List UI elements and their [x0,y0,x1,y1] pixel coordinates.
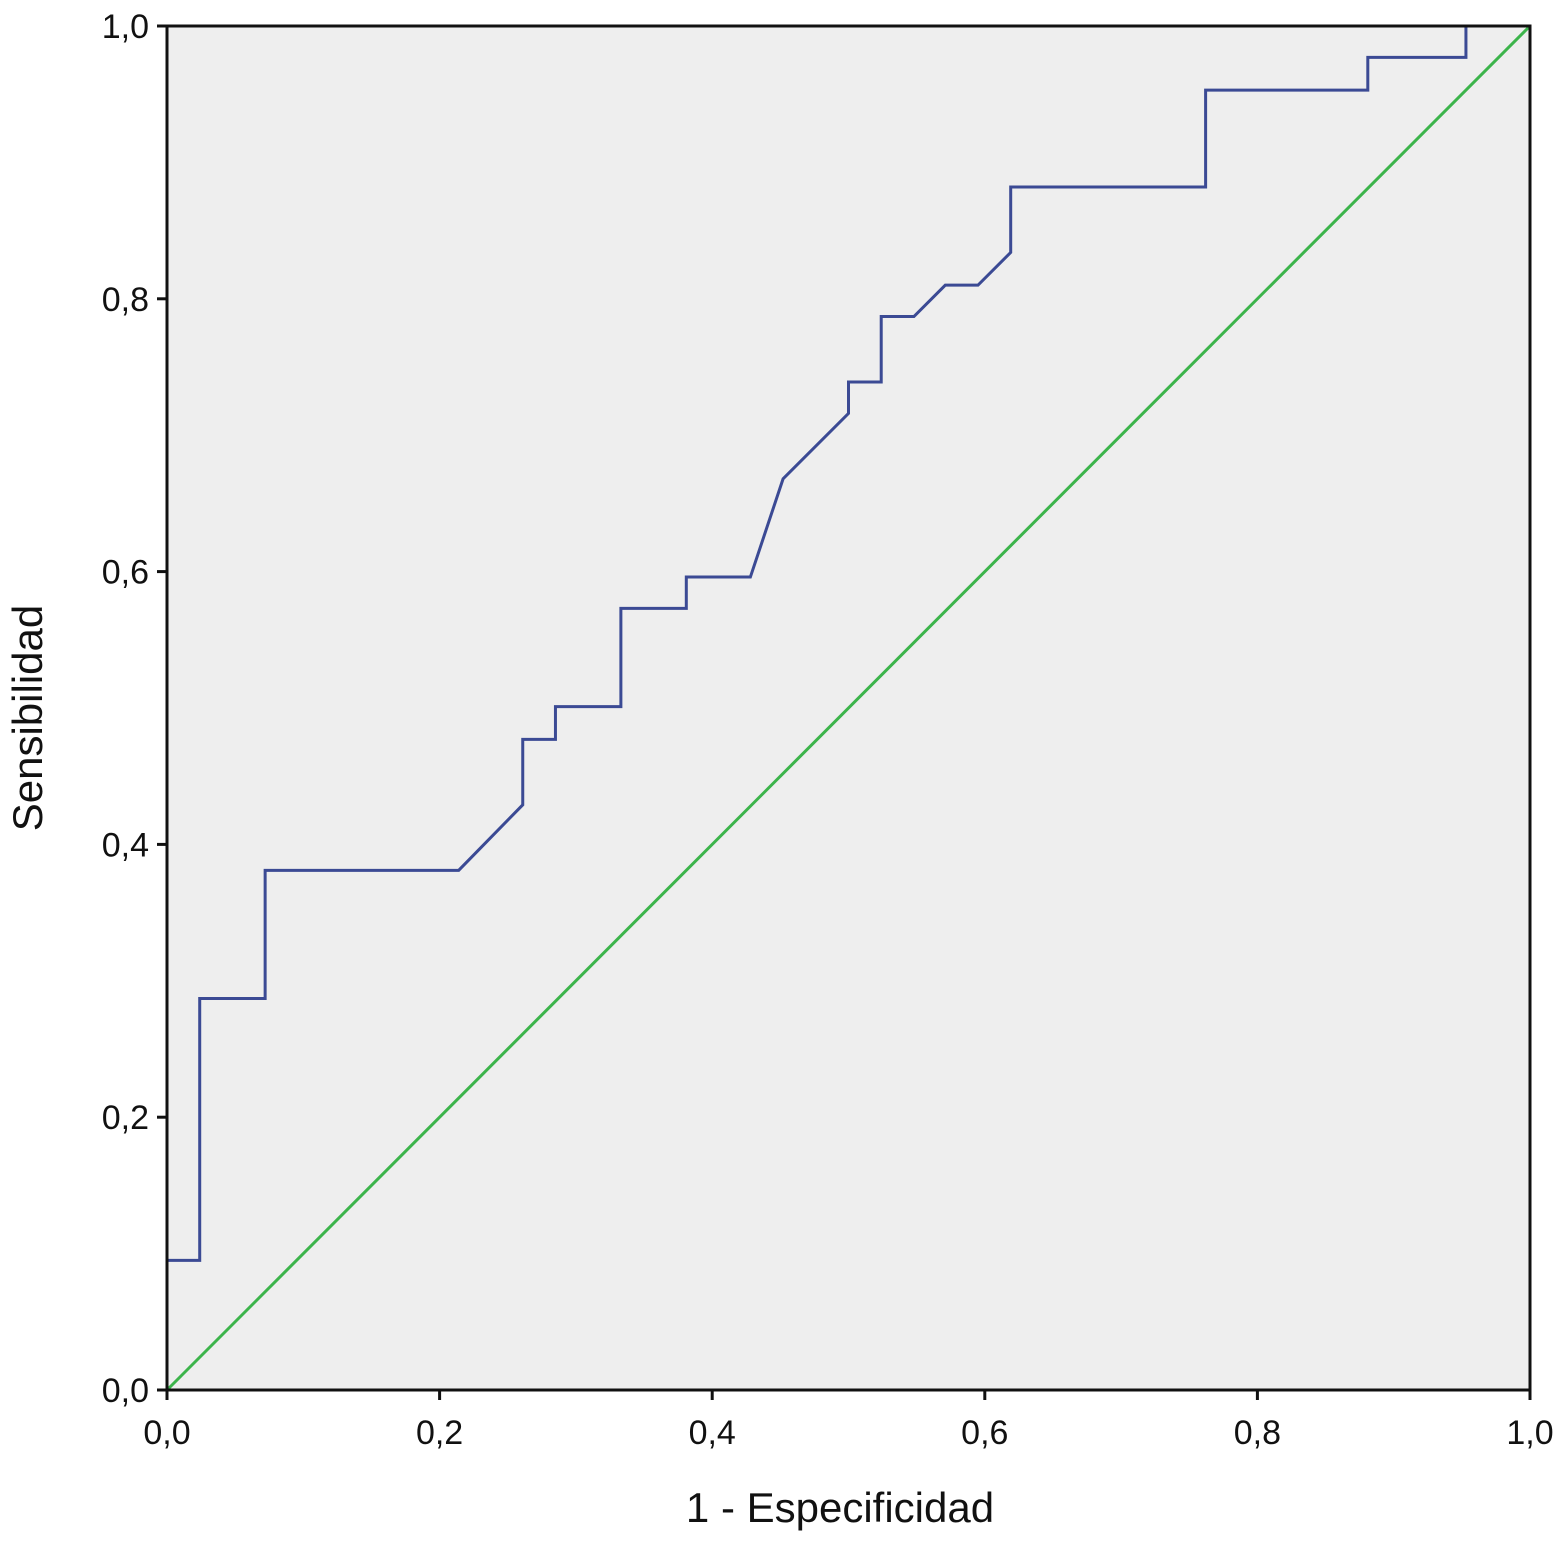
y-tick-label: 0,4 [102,826,149,864]
y-tick-label: 0,0 [102,1372,149,1410]
y-tick-label: 0,6 [102,554,149,592]
reference-diagonal-line [165,24,1532,1392]
roc-curve-line [165,24,1530,1390]
x-tick-label: 0,4 [689,1414,736,1452]
x-tick-label: 0,8 [1234,1414,1281,1452]
x-tick-label: 0,0 [143,1414,190,1452]
axes: 0,0 0,0 0,2 0,2 0,4 0,4 0,6 0,6 0,8 0,8 1,0 1,0 [102,8,1554,1452]
y-tick-label: 1,0 [102,8,149,46]
x-axis-label: 1 - Especificidad [686,1484,994,1531]
x-tick-label: 1,0 [1506,1414,1553,1452]
series-group [165,24,1532,1392]
y-axis-label: Sensibilidad [4,605,51,832]
plot-frame [165,24,1532,1392]
y-tick-label: 0,2 [102,1099,149,1137]
x-tick-label: 0,2 [416,1414,463,1452]
y-tick-label: 0,8 [102,281,149,319]
x-tick-label: 0,6 [961,1414,1008,1452]
